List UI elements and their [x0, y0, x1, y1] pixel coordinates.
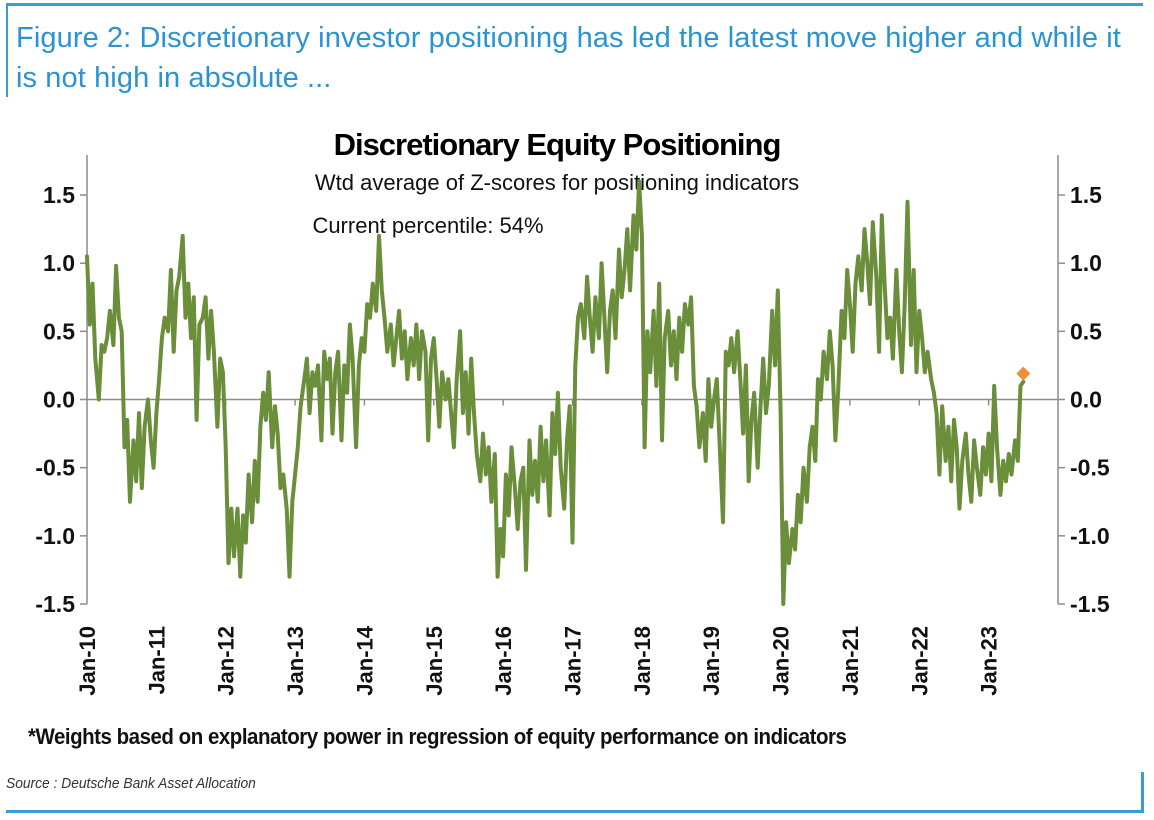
right-y-tick-label: -0.5 — [1070, 455, 1110, 481]
right-y-tick-label: -1.0 — [1070, 523, 1110, 549]
x-tick-label: Jan-14 — [352, 625, 377, 695]
left-y-tick-label: -0.5 — [35, 455, 75, 481]
chart-title: Discretionary Equity Positioning — [334, 127, 781, 162]
right-y-tick-label: 1.0 — [1070, 250, 1102, 276]
left-y-tick-label: -1.5 — [35, 591, 75, 617]
latest-value-marker — [1016, 366, 1031, 381]
x-tick-label: Jan-10 — [75, 626, 100, 696]
left-y-tick-label: 1.0 — [43, 250, 75, 276]
chart-footnote: *Weights based on explanatory power in r… — [28, 724, 847, 749]
caption-top-rule — [6, 3, 1143, 6]
source-right-rule — [1141, 772, 1144, 813]
x-tick-label: Jan-17 — [561, 626, 586, 696]
source-note: Source : Deutsche Bank Asset Allocation — [6, 775, 256, 792]
x-tick-label: Jan-18 — [630, 626, 655, 696]
left-y-tick-label: -1.0 — [35, 523, 75, 549]
positioning-chart: Discretionary Equity Positioning Wtd ave… — [35, 127, 1110, 696]
x-tick-label: Jan-16 — [491, 626, 516, 696]
x-tick-label: Jan-22 — [907, 626, 932, 696]
chart-subtitle: Wtd average of Z-scores for positioning … — [315, 170, 799, 195]
series-layer — [85, 179, 1031, 606]
axes: 1.5 1.5 1.0 1.0 0.5 0.5 0.0 0.0 -0.5 -0.5 -1.0 -1.0… — [35, 155, 1110, 617]
source-bottom-rule — [6, 810, 1144, 813]
series-line — [85, 179, 1026, 606]
right-y-tick-label: 0.0 — [1070, 387, 1102, 413]
right-y-tick-label: 1.5 — [1070, 182, 1102, 208]
right-y-tick-label: 0.5 — [1070, 318, 1102, 344]
left-y-tick-label: 0.0 — [43, 387, 75, 413]
chart-annotation: Current percentile: 54% — [312, 213, 543, 238]
x-tick-label: Jan-12 — [214, 626, 239, 696]
x-tick-label: Jan-11 — [144, 626, 169, 695]
right-y-tick-label: -1.5 — [1070, 591, 1110, 617]
x-tick-label: Jan-21 — [838, 626, 863, 696]
caption-left-rule — [6, 3, 8, 97]
x-tick-label: Jan-13 — [283, 626, 308, 696]
left-y-tick-label: 1.5 — [43, 182, 75, 208]
x-tick-label: Jan-23 — [977, 626, 1002, 696]
x-tick-label: Jan-19 — [699, 626, 724, 696]
x-axis-labels: Jan-10 Jan-11 Jan-12 Jan-13 Jan-14 Jan-15 Jan-… — [75, 625, 1002, 695]
figure-caption: Figure 2: Discretionary investor positio… — [16, 22, 1121, 94]
left-y-tick-label: 0.5 — [43, 318, 75, 344]
x-tick-label: Jan-20 — [769, 626, 794, 696]
x-tick-label: Jan-15 — [422, 626, 447, 696]
